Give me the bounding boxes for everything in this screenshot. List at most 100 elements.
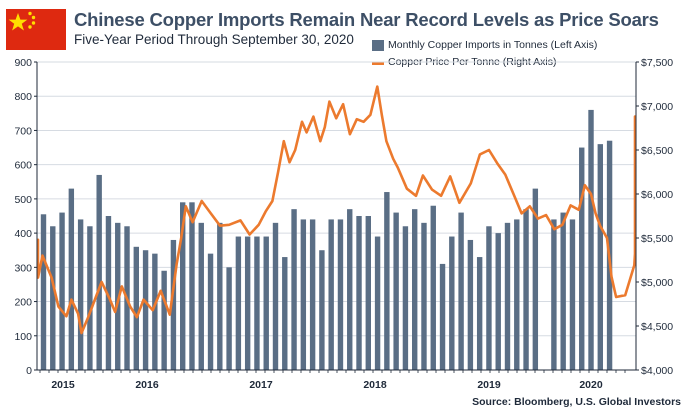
import-bar [393,212,399,370]
import-bar [476,257,483,370]
left-tick-label: 800 [14,91,32,103]
import-bar [59,212,65,370]
import-bar [430,205,436,370]
import-bar [217,222,223,370]
left-axis-ticks: 0 100 200 300 400 500 600 700 800 900 [14,57,37,377]
left-tick-label: 0 [26,365,32,377]
import-bar [105,216,112,370]
import-bar [133,246,139,370]
import-bar [328,219,334,370]
legend-item-imports: Monthly Copper Imports in Tonnes (Left A… [372,39,598,51]
import-bar [198,222,204,370]
left-tick-label: 600 [14,160,32,172]
import-bar [579,147,585,370]
import-bar [347,209,353,370]
import-bar [68,188,75,370]
import-bar [50,226,56,370]
right-tick-label: $4,000 [641,365,673,377]
import-bar [365,216,371,370]
x-axis-ticks: 2015 2016 2017 2018 2019 2020 [39,370,626,391]
import-bar [96,174,102,370]
import-bar [449,236,455,370]
import-bar [254,236,260,370]
import-bar [402,226,409,370]
import-bar [87,226,93,370]
import-bar [532,188,539,370]
flag-big-star [8,13,28,31]
import-bar [356,216,362,370]
x-tick-label: 2019 [477,379,501,391]
axes [36,62,637,371]
right-tick-label: $6,500 [641,145,673,157]
x-tick-label: 2018 [363,379,387,391]
import-bar [77,219,84,370]
left-tick-label: 500 [14,194,32,206]
left-tick-label: 700 [14,125,32,137]
chart-subtitle: Five-Year Period Through September 30, 2… [74,32,354,47]
import-bar [439,263,446,370]
left-tick-label: 300 [14,262,32,274]
flag-field [6,9,66,50]
import-bar [263,236,269,370]
right-tick-label: $5,000 [641,277,673,289]
import-bar [161,270,167,370]
import-bar [309,219,316,370]
import-bar [115,222,121,370]
flag-small-star [28,11,32,16]
import-bar [189,202,195,370]
china-flag-icon [6,9,66,50]
left-tick-label: 100 [14,331,32,343]
right-tick-label: $5,500 [641,233,673,245]
left-tick-label: 400 [14,228,32,240]
import-bar [235,236,242,370]
import-bar [300,219,307,370]
import-bar [319,250,325,370]
import-bar [226,267,232,370]
flag-small-star [28,25,32,29]
import-bar [504,222,511,370]
right-tick-label: $6,000 [641,189,673,201]
legend-swatch-bar [372,40,384,51]
import-bar [291,209,297,370]
import-bar [495,233,501,370]
import-bar [152,253,158,370]
flag-small-star [31,15,36,20]
import-bar [486,226,492,370]
right-tick-label: $7,500 [641,57,673,69]
import-bar [142,250,149,370]
import-bar [421,222,427,370]
import-bar [40,214,47,370]
source-note: Source: Bloomberg, U.S. Global Investors [472,396,681,408]
x-tick-label: 2015 [51,379,75,391]
legend-label-imports: Monthly Copper Imports in Tonnes (Left A… [388,39,598,51]
import-bar [514,219,520,370]
import-bar [374,236,381,370]
right-axis-ticks: $4,000 $4,500 $5,000 $5,500 $6,000 $6,500 $7,0… [636,57,673,377]
import-bar [467,239,474,370]
left-tick-label: 900 [14,57,32,69]
import-bar [180,202,186,370]
import-bar [597,144,603,370]
import-bar [560,212,566,370]
right-tick-label: $4,500 [641,321,673,333]
right-tick-label: $7,000 [641,101,673,113]
import-bar [272,222,279,370]
left-tick-label: 200 [14,297,32,309]
import-bar [412,209,418,370]
legend-swatch-line [372,62,384,65]
import-bar [384,192,390,370]
import-bar [337,219,344,370]
import-bar [588,109,594,371]
x-tick-label: 2016 [135,379,159,391]
import-bar [523,209,529,370]
import-bars [40,109,613,371]
import-bar [569,219,576,370]
copper-price-line [36,85,637,335]
x-tick-label: 2020 [579,379,603,391]
import-bar [458,212,464,370]
import-bar [207,253,214,370]
import-bar [244,236,251,370]
chart-title: Chinese Copper Imports Remain Near Recor… [74,9,659,30]
import-bar [551,219,557,370]
